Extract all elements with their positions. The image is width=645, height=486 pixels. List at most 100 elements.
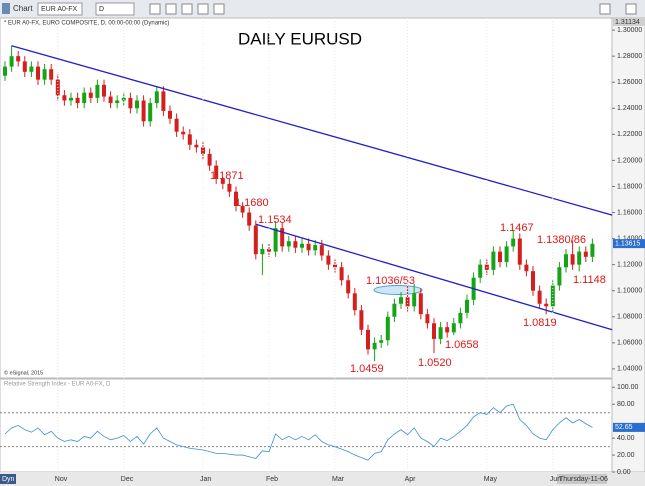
candle-body — [154, 91, 159, 104]
candle-body — [95, 84, 100, 98]
candle-body — [16, 56, 21, 62]
tool-button[interactable] — [165, 3, 177, 15]
candle-body — [22, 61, 27, 72]
last-price-box — [613, 239, 645, 249]
candle-body — [227, 183, 232, 192]
candle-body — [234, 191, 238, 207]
candle-body — [465, 299, 469, 313]
candle-body — [491, 251, 496, 270]
candle-body — [425, 314, 430, 324]
rsi-tick-label: 100.00 — [617, 384, 639, 391]
y-tick-label: 1.10000 — [617, 288, 642, 295]
top-label: 1.31134 — [615, 19, 640, 26]
candle-body — [286, 241, 291, 247]
tool-button[interactable] — [181, 3, 193, 15]
interval-text[interactable]: D — [99, 6, 104, 13]
candle-body — [570, 254, 575, 265]
dyn-button[interactable] — [0, 474, 16, 484]
y-tick-label: 1.22000 — [617, 131, 642, 138]
y-tick-label: 1.16000 — [617, 209, 642, 216]
candle-body — [458, 312, 463, 324]
rsi-tick-label: 20.00 — [617, 452, 635, 459]
annotation: 1.0819 — [523, 317, 557, 329]
tool-button[interactable] — [213, 3, 225, 15]
y-tick-label: 1.20000 — [617, 157, 642, 164]
candle-body — [412, 293, 417, 307]
rsi-panel — [0, 378, 613, 473]
rsi-tick-label: 40.00 — [617, 435, 635, 442]
candle-body — [88, 92, 93, 98]
annotation: 1.1036/53 — [366, 275, 415, 287]
candle-body — [187, 134, 192, 145]
candle-body — [537, 290, 542, 304]
x-tick-label: Dec — [121, 476, 134, 483]
candle-body — [260, 249, 265, 255]
y-tick-label: 1.28000 — [617, 53, 642, 60]
annotation: 1.1871 — [210, 170, 244, 182]
cursor-date-box — [557, 474, 607, 484]
rsi-last-label: 52.65 — [615, 424, 633, 431]
rsi-line — [4, 403, 593, 461]
annotation: 1.0459 — [350, 363, 384, 375]
chart-title: DAILY EURUSD — [238, 29, 362, 48]
rsi-tick-label: 0.00 — [617, 469, 631, 476]
candle-body — [102, 84, 106, 97]
candle-body — [280, 228, 285, 247]
tool-button[interactable] — [599, 3, 611, 15]
top-label-box — [613, 18, 645, 26]
x-tick-label: Jan — [200, 476, 211, 483]
y-tick-label: 1.06000 — [617, 340, 642, 347]
y-tick-label: 1.24000 — [617, 105, 642, 112]
candle-body — [181, 131, 186, 135]
symbol-input[interactable] — [37, 2, 83, 16]
x-tick-label: Jun — [550, 476, 561, 483]
x-tick-label: Apr — [405, 476, 417, 483]
dyn-label[interactable]: Dyn — [2, 476, 15, 483]
candle-body — [108, 96, 113, 104]
tool-button[interactable] — [625, 3, 637, 15]
candle-body — [135, 100, 139, 109]
tool-button[interactable] — [197, 3, 209, 15]
y-tick-label: 1.08000 — [617, 314, 642, 321]
y-tick-label: 1.14000 — [617, 235, 642, 242]
interval-input[interactable] — [95, 2, 135, 16]
candle-body — [128, 97, 133, 109]
candle-body — [392, 303, 397, 317]
candle-body — [319, 245, 324, 256]
candle-body — [346, 280, 351, 294]
tool-button[interactable] — [149, 3, 161, 15]
candle-body — [385, 316, 390, 341]
candle-body — [220, 178, 225, 184]
toolbar-icons[interactable] — [149, 3, 637, 15]
annotation: 1.0658 — [445, 339, 479, 351]
annotation: 1.1680 — [235, 197, 269, 209]
candle-body — [29, 66, 34, 72]
candle-body — [313, 245, 318, 251]
candle-body — [577, 251, 582, 265]
candle-body — [115, 100, 120, 104]
candle-body — [445, 327, 450, 333]
candle-body — [504, 246, 509, 263]
candle-body — [511, 238, 516, 247]
x-tick-label: Nov — [55, 476, 68, 483]
watermark: © eSignal, 2015 — [4, 369, 43, 376]
candle-body — [590, 243, 595, 257]
annotation: 1.0520 — [418, 357, 452, 369]
trendline — [11, 45, 613, 216]
candle-body — [168, 110, 172, 119]
candle-body — [82, 92, 87, 104]
annotation: 1.1380/86 — [537, 234, 586, 246]
toolbar — [0, 0, 645, 18]
candle-body — [379, 340, 384, 343]
candle-body — [240, 206, 245, 213]
annotation: 1.1467 — [500, 222, 534, 234]
candle-body — [451, 323, 456, 333]
x-tick-label: Mar — [332, 476, 345, 483]
candle-body — [405, 297, 410, 307]
y-tick-label: 1.12000 — [617, 261, 642, 268]
candle-body — [214, 165, 219, 179]
symbol-text[interactable]: EUR A0-FX — [41, 6, 78, 13]
candle-body — [49, 69, 54, 80]
candle-body — [247, 212, 252, 226]
